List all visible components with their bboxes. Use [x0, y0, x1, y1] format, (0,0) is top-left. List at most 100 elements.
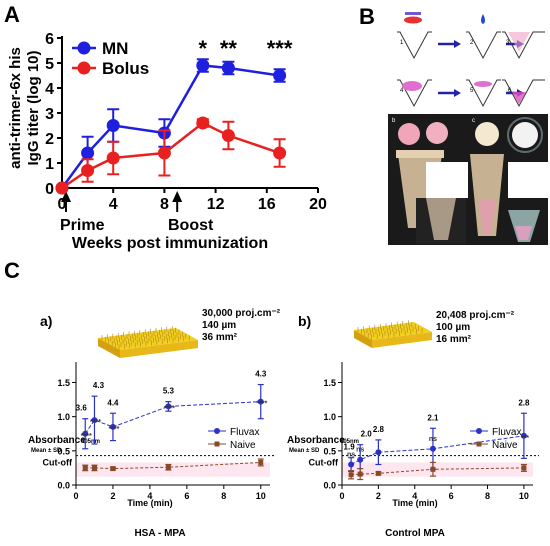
- diagram-b-step-1: 1: [397, 12, 432, 60]
- chart-c-b: b) 20,408 proj.cm⁻² 100 µm 16 mm² Absorb…: [287, 310, 539, 539]
- chart-c-a-ylabel-sub: 405nm: [81, 439, 100, 445]
- chart-c-b-legend-label: Fluvax: [492, 427, 521, 438]
- diagram-b-photo-label: b: [392, 118, 396, 124]
- chart-a-x-tick-label: 12: [207, 196, 225, 213]
- chart-c-b-cutoff-label: Cut-off: [309, 458, 339, 468]
- chart-a-y-tick-label: 0: [45, 181, 54, 198]
- chart-c-a-x-tick-label: 4: [147, 491, 152, 501]
- chart-c-a-x-tick-label: 0: [73, 491, 78, 501]
- chart-c-b-point-label: 2.8: [518, 398, 530, 407]
- diagram-b-step-3: 3: [502, 31, 545, 60]
- chart-c-b-point-fluvax: [348, 461, 355, 468]
- chart-a-y-tick-label: 2: [45, 131, 54, 148]
- chart-a-point-bolus: [55, 181, 69, 195]
- chart-a-legend-marker: [77, 41, 91, 55]
- chart-a-y-tick-label: 3: [45, 106, 54, 123]
- chart-c-a-x-tick-label: 2: [110, 491, 115, 501]
- diagram-b-step-6: 6: [502, 79, 545, 108]
- chart-a-y-tick-label: 1: [45, 156, 54, 173]
- diagram-b-step-5: 5: [466, 79, 501, 108]
- chart-a: anti-trimer-6x his IgG titer (log 10) We…: [7, 31, 327, 252]
- chart-c-a-point-label: 4.3: [93, 381, 105, 390]
- chart-c-b-y-tick-label: 1.5: [323, 378, 336, 388]
- chart-c-b-point-naive: [521, 465, 527, 471]
- chart-a-point-bolus: [106, 151, 120, 165]
- chart-c-a-spec-height: 140 µm: [202, 320, 236, 331]
- chart-c-a-x-tick-label: 6: [184, 491, 189, 501]
- chart-a-point-bolus: [273, 146, 287, 160]
- chart-c-a-significance: ****: [81, 433, 92, 440]
- chart-c-b-x-tick-label: 0: [339, 491, 344, 501]
- chart-c-b-point-fluvax: [429, 445, 436, 452]
- droplet-icon: [481, 14, 485, 24]
- chart-c-b-sublabel: b): [298, 313, 311, 329]
- chart-a-point-bolus: [157, 146, 171, 160]
- chart-c-a-point-fluvax: [109, 423, 116, 430]
- chart-c-a-point-label: 4.3: [255, 370, 267, 379]
- chart-c-b-legend-marker: [476, 441, 482, 447]
- chart-c-b-x-tick-label: 2: [376, 491, 381, 501]
- diagram-b: 1 2 3 4 5: [388, 12, 548, 245]
- chart-a-x-tick-label: 0: [58, 196, 67, 213]
- diagram-b-photo-label: c: [472, 118, 475, 124]
- chart-a-legend-marker: [77, 61, 91, 75]
- chart-c-b-point-fluvax: [375, 449, 382, 456]
- chart-c-b-point-naive: [430, 466, 436, 472]
- chart-c-a-spec-area: 36 mm²: [202, 332, 238, 343]
- diagram-b-step-number: 2: [470, 40, 474, 46]
- diagram-b-step-2: 2: [466, 14, 501, 60]
- chart-c-b-x-tick-label: 6: [449, 491, 454, 501]
- diagram-b-step-number: 4: [400, 88, 404, 94]
- chart-c-a-y-tick-label: 1.5: [57, 378, 70, 388]
- chart-c-b-point-label: 1.9: [344, 443, 356, 452]
- chart-c-a-point-label: 4.4: [107, 398, 119, 407]
- chart-c-a-point-naive: [82, 465, 88, 471]
- chart-c-b-caption: Control MPA: [385, 528, 445, 539]
- chart-c-b-significance: ns: [347, 452, 355, 459]
- chart-c-a: a) 30,000 proj.cm⁻² 140 µm 36 mm² Absorb…: [28, 308, 281, 539]
- chart-c-b-xlabel: Time (min): [392, 498, 437, 508]
- chart-c-a-spec-density: 30,000 proj.cm⁻²: [202, 308, 281, 319]
- chart-c-b-x-tick-label: 4: [412, 491, 417, 501]
- chart-c-a-point-fluvax: [91, 417, 98, 424]
- diagram-b-photo-b: b: [388, 114, 470, 245]
- chart-c-a-point-label: 3.6: [76, 404, 88, 413]
- chart-c-a-caption: HSA - MPA: [134, 528, 185, 539]
- chart-c-b-legend-marker: [476, 428, 482, 434]
- chart-c-a-point-naive: [165, 464, 171, 470]
- chart-a-legend-label: Bolus: [102, 59, 149, 78]
- chart-c-b-significance: ns: [429, 436, 437, 443]
- chart-c-b-point-fluvax: [357, 456, 364, 463]
- chart-c-b-ylabel-sub: 405nm: [340, 439, 359, 445]
- chart-c-a-point-naive: [110, 466, 116, 472]
- chart-a-point-mn: [196, 59, 210, 72]
- chart-c-a-y-tick-label: 0.5: [57, 446, 70, 456]
- chart-c-b-point-fluvax: [520, 432, 527, 439]
- chart-a-x-tick-label: 8: [160, 196, 169, 213]
- chart-c-a-ylabel-note: Mean ± SD: [31, 448, 62, 454]
- chart-c-a-significance: ****: [90, 419, 101, 426]
- chart-c-a-significance: ****: [256, 401, 267, 408]
- chart-c-b-spec-density: 20,408 proj.cm⁻²: [436, 310, 515, 321]
- chart-a-point-bolus: [196, 116, 210, 130]
- chart-c-b-spec-area: 16 mm²: [436, 334, 472, 345]
- chart-a-point-bolus: [221, 129, 235, 142]
- chart-a-point-mn: [273, 69, 287, 82]
- chart-c-b-y-tick-label: 1.0: [323, 412, 336, 422]
- chart-a-y-tick-label: 4: [45, 81, 54, 98]
- chart-c-b-ylabel: Absorbance: [287, 435, 345, 446]
- chart-c-a-point-fluvax: [257, 398, 264, 405]
- chart-c-b-significance: ns: [356, 447, 364, 454]
- chart-c-b-point-naive: [375, 470, 381, 476]
- chart-c-a-ylabel: Absorbance: [28, 435, 86, 446]
- chart-c-b-x-tick-label: 10: [519, 491, 529, 501]
- chart-a-marker-prime: Prime: [60, 217, 105, 234]
- panel-label-c: C: [4, 258, 20, 283]
- chart-c-a-cutoff-label: Cut-off: [43, 458, 73, 468]
- diagram-b-photo-c: c: [468, 114, 548, 245]
- chart-a-x-tick-label: 20: [309, 196, 327, 213]
- chart-c-b-point-label: 2.0: [361, 430, 373, 439]
- chart-c-a-point-naive: [91, 465, 97, 471]
- chart-c-b-ylabel-note: Mean ± SD: [289, 448, 320, 454]
